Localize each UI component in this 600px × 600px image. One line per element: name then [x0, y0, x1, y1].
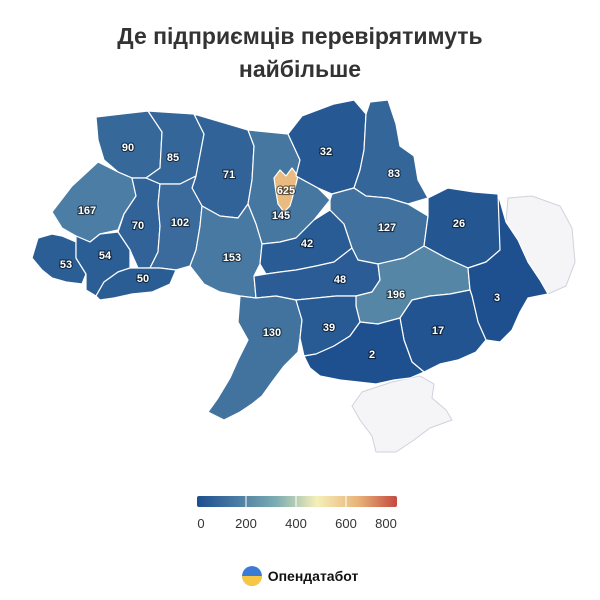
label-kherson: 2 [369, 349, 375, 361]
legend-tick: 0 [197, 516, 204, 531]
legend-tick: 400 [285, 516, 307, 531]
label-zhytomyr: 71 [223, 169, 235, 181]
legend-tick: 600 [335, 516, 357, 531]
brand-name: Опендатабот [267, 568, 359, 584]
legend-tick: 800 [375, 516, 397, 531]
region-luhansk [467, 193, 549, 343]
label-luhansk: 3 [494, 292, 500, 304]
title-line-2: найбільше [238, 56, 362, 82]
label-chernihiv: 32 [320, 146, 332, 158]
label-cherkasy: 42 [301, 238, 313, 250]
label-chernivtsi: 50 [137, 273, 149, 285]
region-chernivtsi [95, 267, 177, 301]
region-odesa [207, 295, 303, 421]
label-ternopil: 70 [132, 220, 144, 232]
color-legend: 0 200 400 600 800 [197, 496, 397, 531]
region-kherson [303, 317, 425, 385]
brand-footer: Опендатабот [0, 566, 600, 586]
region-kyiv-city [273, 167, 299, 213]
chart-title: Де підприємців перевірятимуть найбільше [0, 20, 600, 86]
label-kyiv-oblast: 145 [272, 210, 290, 222]
label-volyn: 90 [122, 142, 134, 154]
label-zakarpattia: 53 [60, 259, 72, 271]
region-occupied-crimea [351, 375, 453, 453]
label-rivne: 85 [167, 152, 179, 164]
label-poltava: 127 [378, 222, 396, 234]
region-zhytomyr [191, 113, 255, 219]
label-ivano-frankivsk: 54 [99, 250, 112, 262]
label-zaporizhzhia: 17 [432, 325, 444, 337]
label-kharkiv: 26 [453, 218, 465, 230]
legend-tick: 200 [235, 516, 257, 531]
label-dnipropetrovsk: 196 [387, 289, 405, 301]
label-vinnytsia: 153 [223, 252, 241, 264]
label-sumy: 83 [388, 168, 400, 180]
label-kyiv-city: 625 [277, 185, 295, 197]
label-khmelnytskyi: 102 [171, 217, 189, 229]
title-line-1: Де підприємців перевірятимуть [117, 23, 483, 49]
label-mykolaiv: 39 [323, 322, 335, 334]
opendatabot-logo-icon [241, 566, 262, 586]
label-kirovohrad: 48 [334, 274, 346, 286]
legend-gradient-bar [197, 496, 397, 507]
region-vinnytsia [189, 203, 263, 299]
label-odesa: 130 [263, 327, 281, 339]
region-zakarpattia [31, 233, 87, 285]
label-lviv: 167 [78, 205, 96, 217]
